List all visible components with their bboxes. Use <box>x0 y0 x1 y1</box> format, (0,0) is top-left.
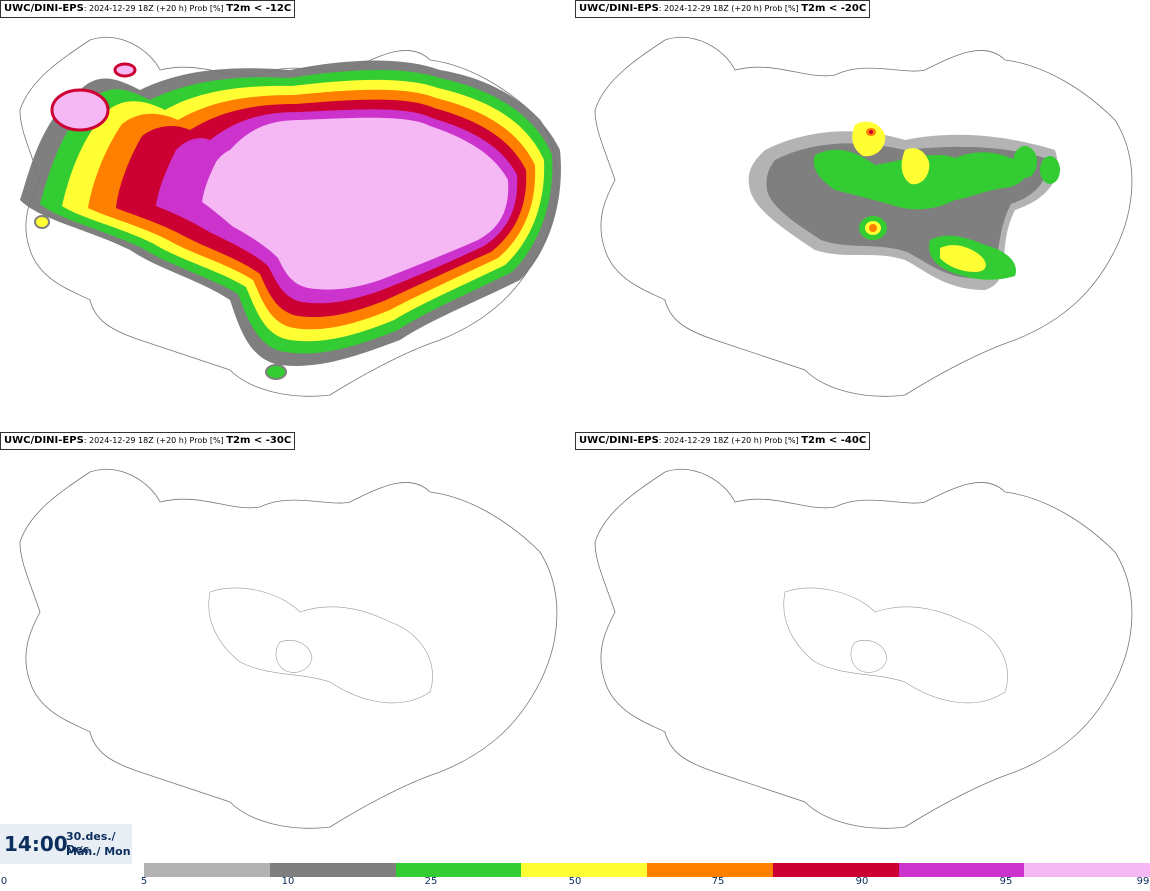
iceland-map-minus20 <box>594 36 1133 397</box>
map-panel-t2m-minus12: UWC/DINI-EPS: 2024-12-29 18Z (+20 h) Pro… <box>0 0 575 430</box>
run-info: : 2024-12-29 18Z (+20 h) Prob [%] <box>83 436 224 445</box>
map-panel-t2m-minus30: UWC/DINI-EPS: 2024-12-29 18Z (+20 h) Pro… <box>0 432 575 862</box>
colorbar-segment <box>772 863 899 877</box>
model-name: UWC/DINI-EPS <box>4 435 84 446</box>
prob-field <box>748 121 1060 290</box>
model-name: UWC/DINI-EPS <box>579 435 659 446</box>
colorbar-segment <box>521 863 647 877</box>
model-name: UWC/DINI-EPS <box>4 3 84 14</box>
iceland-map-minus30 <box>19 468 558 829</box>
threshold-label: T2m < -40C <box>801 435 867 446</box>
map-panel-t2m-minus20: UWC/DINI-EPS: 2024-12-29 18Z (+20 h) Pro… <box>575 0 1150 430</box>
panel-title: UWC/DINI-EPS: 2024-12-29 18Z (+20 h) Pro… <box>575 432 871 450</box>
colorbar-tick-label: 90 <box>855 876 869 887</box>
panel-title: UWC/DINI-EPS: 2024-12-29 18Z (+20 h) Pro… <box>0 432 296 450</box>
colorbar-segment <box>395 863 522 877</box>
panel-title: UWC/DINI-EPS: 2024-12-29 18Z (+20 h) Pro… <box>575 0 871 18</box>
colorbar-tick-label: 99 <box>1136 876 1150 887</box>
colorbar-tick-label: 75 <box>711 876 725 887</box>
colorbar-tick-label: 5 <box>140 876 148 887</box>
colorbar-tick-label: 0 <box>0 876 8 887</box>
panel-title: UWC/DINI-EPS: 2024-12-29 18Z (+20 h) Pro… <box>0 0 296 18</box>
iceland-map-minus12 <box>19 36 561 397</box>
model-name: UWC/DINI-EPS <box>579 3 659 14</box>
threshold-label: T2m < -12C <box>226 3 292 14</box>
threshold-label: T2m < -20C <box>801 3 867 14</box>
colorbar-tick-label: 95 <box>999 876 1013 887</box>
valid-time: 14:00 <box>4 832 68 856</box>
colorbar-tick-label: 10 <box>281 876 295 887</box>
prob-field <box>20 60 561 380</box>
colorbar-segment <box>1024 863 1150 877</box>
valid-day: Mán./ Mon <box>66 845 131 858</box>
valid-time-box: 14:00 30.des./ Dec Mán./ Mon <box>0 824 132 864</box>
colorbar-segment <box>269 863 396 877</box>
colorbar-segment <box>898 863 1025 877</box>
run-info: : 2024-12-29 18Z (+20 h) Prob [%] <box>83 4 224 13</box>
colorbar-tick-label: 50 <box>568 876 582 887</box>
colorbar-segment <box>144 863 270 877</box>
run-info: : 2024-12-29 18Z (+20 h) Prob [%] <box>658 436 799 445</box>
map-panel-t2m-minus40: UWC/DINI-EPS: 2024-12-29 18Z (+20 h) Pro… <box>575 432 1150 862</box>
threshold-label: T2m < -30C <box>226 435 292 446</box>
colorbar-tick-label: 25 <box>424 876 438 887</box>
probability-colorbar <box>144 863 1150 877</box>
run-info: : 2024-12-29 18Z (+20 h) Prob [%] <box>658 4 799 13</box>
iceland-map-minus40 <box>594 468 1133 829</box>
colorbar-segment <box>647 863 773 877</box>
valid-date: 30.des./ Dec <box>66 830 116 856</box>
